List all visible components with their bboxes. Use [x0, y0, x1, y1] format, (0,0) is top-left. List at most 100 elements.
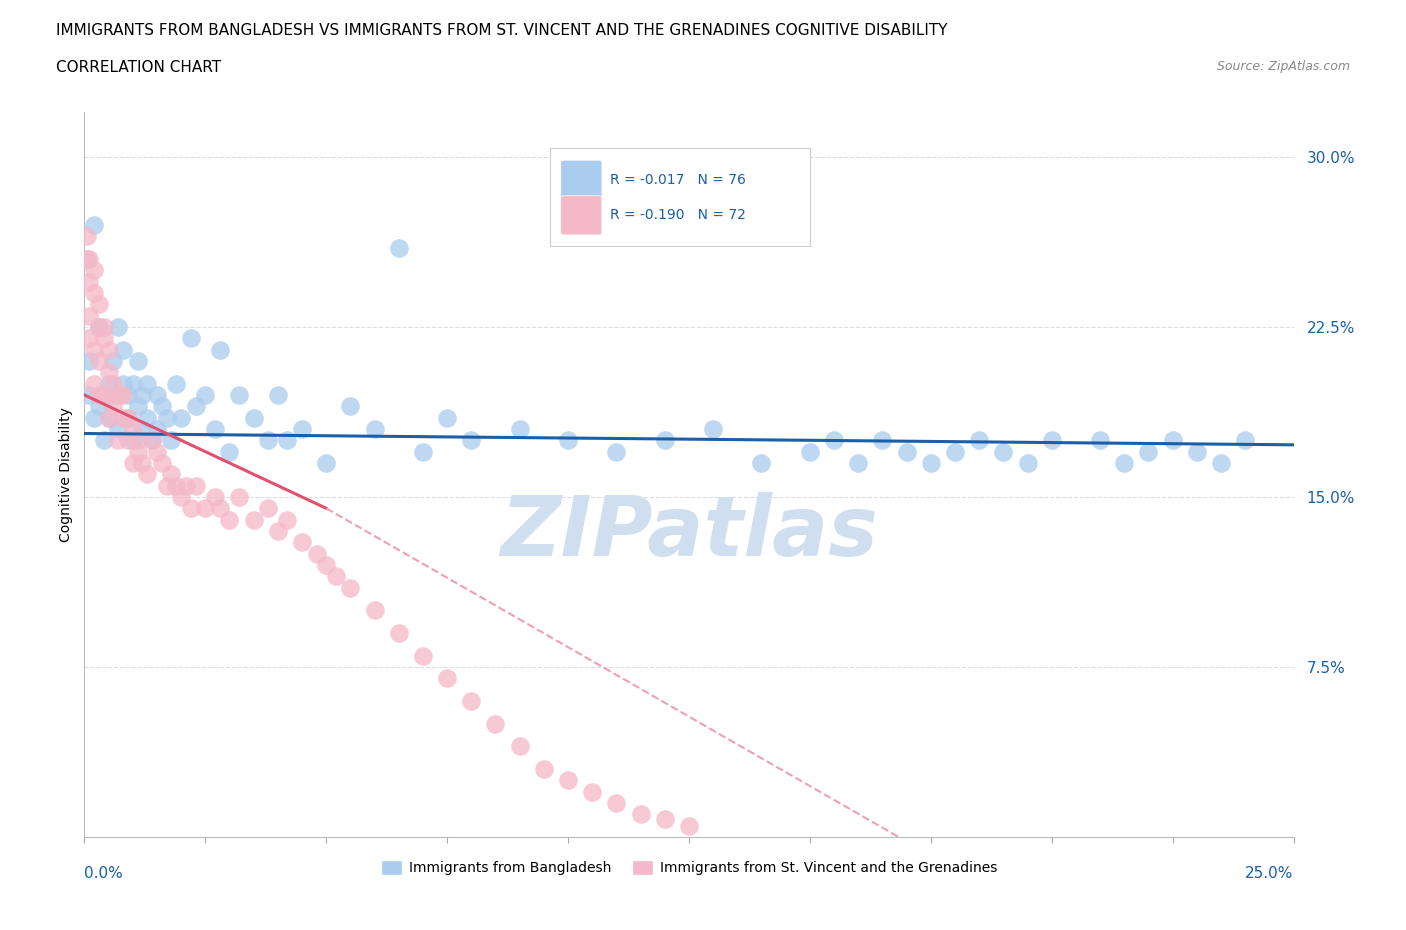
Point — [896, 445, 918, 459]
Point — [97, 365, 120, 379]
Point — [388, 240, 411, 255]
Point — [131, 388, 153, 403]
Point — [77, 251, 100, 266]
Text: Source: ZipAtlas.com: Source: ZipAtlas.com — [1216, 60, 1350, 73]
FancyBboxPatch shape — [561, 195, 602, 235]
Point — [257, 501, 280, 516]
Point — [117, 388, 139, 403]
Point — [751, 456, 773, 471]
Point — [155, 478, 177, 493]
Point — [165, 478, 187, 493]
Point — [267, 388, 290, 403]
Point — [630, 807, 652, 822]
Point — [325, 569, 347, 584]
Point — [117, 410, 139, 425]
Point — [846, 456, 869, 471]
Point — [267, 524, 290, 538]
Point — [654, 811, 676, 827]
Point — [1088, 432, 1111, 447]
Point — [257, 432, 280, 447]
Point — [557, 773, 579, 788]
Point — [97, 342, 120, 357]
Point — [146, 445, 169, 459]
Point — [97, 410, 120, 425]
Point — [276, 512, 298, 527]
Point — [1114, 456, 1136, 471]
Y-axis label: Cognitive Disability: Cognitive Disability — [59, 406, 73, 542]
Point — [83, 376, 105, 391]
Point — [107, 320, 129, 335]
Point — [315, 558, 337, 573]
Point — [228, 388, 250, 403]
Point — [228, 489, 250, 504]
Point — [1137, 445, 1160, 459]
Point — [117, 410, 139, 425]
Point — [83, 263, 105, 278]
Point — [121, 376, 143, 391]
FancyBboxPatch shape — [550, 148, 810, 246]
Point — [93, 320, 115, 335]
Point — [1161, 432, 1184, 447]
Point — [823, 432, 845, 447]
Point — [160, 467, 183, 482]
Point — [1040, 432, 1063, 447]
Point — [87, 320, 110, 335]
Point — [127, 432, 149, 447]
Point — [194, 501, 217, 516]
Point — [204, 489, 226, 504]
Point — [920, 456, 942, 471]
Point — [799, 445, 821, 459]
Point — [103, 353, 125, 368]
Point — [83, 342, 105, 357]
Point — [103, 399, 125, 414]
Point — [146, 388, 169, 403]
Point — [170, 410, 193, 425]
Point — [155, 410, 177, 425]
Point — [174, 478, 197, 493]
Point — [460, 432, 482, 447]
Point — [97, 410, 120, 425]
Point — [436, 410, 458, 425]
Point — [194, 388, 217, 403]
Point — [1234, 432, 1257, 447]
Point — [605, 795, 627, 810]
Point — [412, 648, 434, 663]
Point — [150, 456, 173, 471]
Point — [184, 399, 207, 414]
Point — [77, 308, 100, 323]
Legend: Immigrants from Bangladesh, Immigrants from St. Vincent and the Grenadines: Immigrants from Bangladesh, Immigrants f… — [375, 855, 1002, 881]
Point — [97, 376, 120, 391]
Point — [605, 445, 627, 459]
Point — [112, 410, 135, 425]
Text: R = -0.017   N = 76: R = -0.017 N = 76 — [610, 173, 747, 187]
Point — [93, 432, 115, 447]
Point — [305, 546, 328, 561]
Point — [1209, 456, 1232, 471]
Point — [136, 376, 159, 391]
Text: CORRELATION CHART: CORRELATION CHART — [56, 60, 221, 75]
Point — [943, 445, 966, 459]
Text: IMMIGRANTS FROM BANGLADESH VS IMMIGRANTS FROM ST. VINCENT AND THE GRENADINES COG: IMMIGRANTS FROM BANGLADESH VS IMMIGRANTS… — [56, 23, 948, 38]
Point — [165, 376, 187, 391]
Point — [1017, 456, 1039, 471]
Point — [112, 342, 135, 357]
Point — [484, 716, 506, 731]
Point — [77, 388, 100, 403]
FancyBboxPatch shape — [561, 160, 602, 199]
Point — [208, 501, 231, 516]
Point — [412, 445, 434, 459]
Point — [77, 353, 100, 368]
Point — [121, 421, 143, 436]
Point — [127, 399, 149, 414]
Point — [218, 445, 240, 459]
Point — [77, 331, 100, 346]
Point — [107, 432, 129, 447]
Point — [218, 512, 240, 527]
Point — [339, 399, 361, 414]
Point — [76, 229, 98, 244]
Point — [121, 432, 143, 447]
Point — [131, 456, 153, 471]
Point — [117, 432, 139, 447]
Point — [103, 376, 125, 391]
Point — [678, 818, 700, 833]
